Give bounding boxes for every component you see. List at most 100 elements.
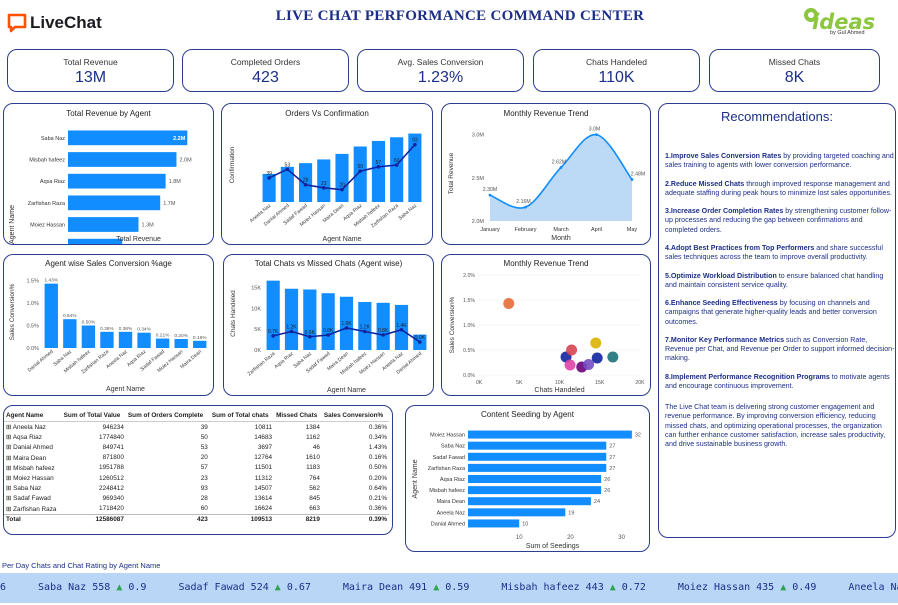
data-label: 2.2M [173,136,186,142]
ticker-item: Sadaf Fawad 524 ▲ 0.67 [178,582,310,593]
bar [468,430,632,439]
line-point [559,166,563,169]
bar [358,302,372,350]
table-cell: 13614 [254,494,273,502]
category-label: Moiez Hassan [30,223,65,229]
table-cell: 1610 [305,454,320,462]
table-cell: 53 [200,443,208,451]
x-axis-label: Chats Handeled [534,387,584,394]
line-point [285,167,290,172]
table-cell: 1384 [305,423,320,431]
line-data-label: 53 [285,162,291,168]
data-label: 3.0M [589,127,601,133]
line-point [376,165,381,169]
bar [321,293,335,350]
data-label: 0.21% [156,333,170,339]
ideas-logo-icon [804,8,818,22]
orders-vs-confirmation-card: Orders Vs Confirmation Aneela Naz Danial … [221,103,433,245]
table-total-row: Total 12586087 423 109513 8219 0.39% [4,513,389,524]
livechat-logo-text: LiveChat [30,13,102,32]
y-axis-label: Chats Handeled [230,290,237,337]
data-label: 2.48M [631,172,645,178]
y-tick-label: 15K [251,285,261,291]
data-label: 0.20% [174,333,188,339]
table-cell: 1260512 [99,474,124,482]
table-row: ⊞ Maira Dean 871800 20 12764 1610 0.16% [4,453,389,463]
kpi-value: 13M [74,69,107,86]
ticker-rating: 0.67 [280,582,311,593]
agent-name-cell: ⊞ Danial Ahmed [6,444,53,452]
content-seeding-chart: Moiez Hassan 32 Saba Naz 27 Sadaf Fawad 27 Zar… [412,430,641,550]
chart-title: Total Revenue by Agent [66,109,151,118]
bar [68,195,161,211]
recommendation-heading: 6.Enhance Seeding Effectiveness [665,299,778,308]
column-header: Sales Conversion% [321,410,389,422]
table-row: ⊞ Aneela Naz 946234 39 10811 1384 0.36% [4,422,389,433]
data-label: 2.16M [516,199,530,205]
x-axis-label: Month [551,235,571,242]
page-title: LIVE CHAT PERFORMANCE COMMAND CENTER [275,8,645,24]
line-data-label: 57 [376,160,382,166]
bar [266,280,280,350]
x-tick-label: 0K [476,380,483,386]
category-label: Maira Dean [437,499,465,505]
ticker-name: Moiez Hassan 435 [677,582,781,593]
revenue-by-agent-card: Total Revenue by Agent Saba Naz 2.2M Misba… [3,103,214,245]
ticker-bar: 6 Saba Naz 558 ▲ 0.9 Sadaf Fawad 524 ▲ 0.6… [0,573,898,603]
content-seeding-card: Content Seeding by Agent Moiez Hassan 32 S… [405,405,650,552]
ticker-item: Saba Naz 558 ▲ 0.9 [38,582,146,593]
x-axis-label: Total Revenue [116,236,161,243]
table-cell: 20 [200,454,208,462]
category-label: Aqsa Riaz [273,351,295,371]
x-axis-label: Agent Name [327,387,366,394]
data-label: 0.64% [63,313,77,319]
total-cell: 8219 [274,513,322,524]
table-cell: 0.36% [368,423,387,431]
up-arrow-icon: ▲ [609,582,616,593]
ticker-lead: 6 [0,582,7,593]
line-point [394,163,399,167]
bar [408,133,422,202]
table-row: ⊞ Zarfishan Raza 1718420 60 16624 663 0.36% [4,504,389,515]
recommendation-heading: 4.Adopt Best Practices from Top Performe… [665,243,815,252]
table-cell: 969340 [102,494,124,502]
kpi-value: 423 [252,69,279,86]
line-point [303,182,308,187]
x-axis-label: Agent Name [323,236,362,243]
kpi-value: 8K [784,69,805,86]
data-label: 27 [609,455,615,461]
table-cell: 12764 [254,454,273,462]
line-point [363,329,367,334]
table-cell: 0.64% [368,484,387,492]
kpi-card: Chats Handeled 110K [533,49,700,92]
column-header: Agent Name [4,410,62,422]
x-tick-label: March [553,227,568,233]
line-point [524,205,527,209]
table-cell: 11501 [254,464,273,472]
bar [68,152,177,167]
bar [468,452,607,461]
category-label: Saba Naz [397,203,418,222]
ticker-item: Aneela Na [848,582,898,593]
recommendation-heading: 1.Improve Sales Conversion Rates [665,152,782,160]
total-cell: 109513 [209,513,275,524]
kpi-label: Completed Orders [230,57,301,67]
bar [262,173,276,202]
brand-logo-sub: by Gul Ahmed [830,30,865,36]
bar [137,332,151,348]
recommendation-heading: 3.Increase Order Completion Rates [665,207,784,216]
agent-name-cell: ⊞ Misbah hafeez [6,464,55,472]
x-tick-label: 20 [567,535,574,541]
line-point [418,340,422,344]
table-cell: 14507 [254,484,273,492]
agent-summary-table: Agent Name Sum of Total Value Sum of Order… [4,410,389,524]
line-point [289,329,294,334]
bar [174,339,188,348]
table-cell: 0.20% [368,474,387,482]
recommendation-body: and share successful sales techniques ac… [665,243,883,262]
kpi-label: Missed Chats [768,57,821,67]
recommendation-item: 3.Increase Order Completion Rates by str… [665,207,895,235]
line-point [413,142,417,147]
x-tick-label: 10 [516,535,523,541]
